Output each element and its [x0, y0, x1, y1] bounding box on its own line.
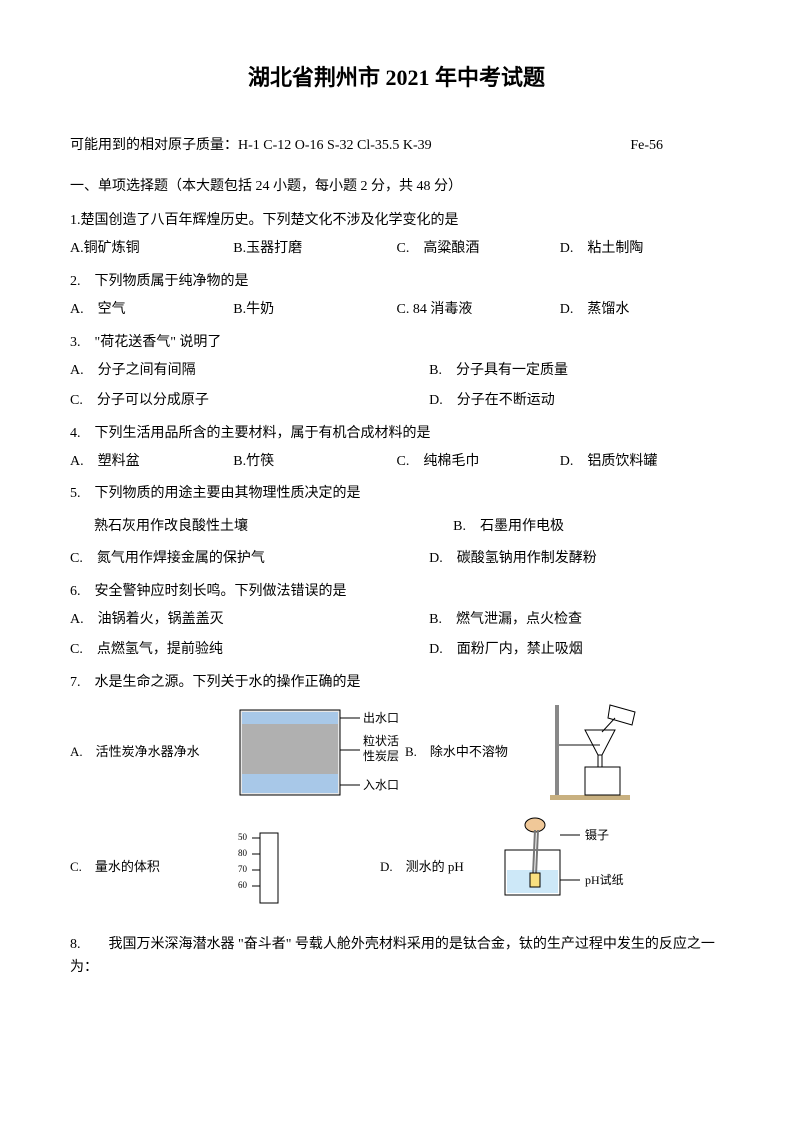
- q1-opt-c: C. 高粱酿酒: [397, 238, 560, 260]
- q4-opt-b: B.竹筷: [233, 451, 396, 473]
- q5-text: 5. 下列物质的用途主要由其物理性质决定的是: [70, 483, 723, 505]
- q5-opt-d: D. 碳酸氢钠用作制发酵粉: [429, 548, 723, 570]
- label-carbon1: 粒状活: [363, 733, 399, 748]
- q1-options: A.铜矿炼铜 B.玉器打磨 C. 高粱酿酒 D. 粘土制陶: [70, 238, 723, 260]
- q3-options-row1: A. 分子之间有间隔 B. 分子具有一定质量: [70, 360, 723, 382]
- q4-opt-c: C. 纯棉毛巾: [397, 451, 560, 473]
- q4-opt-a: A. 塑料盆: [70, 451, 233, 473]
- q8-text: 8. 我国万米深海潜水器 "奋斗者" 号载人舱外壳材料采用的是钛合金，钛的生产过…: [70, 934, 723, 979]
- q7-opt-b: B. 除水中不溶物: [405, 742, 540, 763]
- q6-opt-c: C. 点燃氢气，提前验纯: [70, 639, 429, 661]
- q6-text: 6. 安全警钟应时刻长鸣。下列做法错误的是: [70, 581, 723, 603]
- label-outlet: 出水口: [363, 711, 399, 725]
- q7-text: 7. 水是生命之源。下列关于水的操作正确的是: [70, 672, 723, 694]
- q7-opt-c: C. 量水的体积: [70, 857, 230, 878]
- label-carbon2: 性炭层: [363, 749, 399, 763]
- q7-opt-a: A. 活性炭净水器净水: [70, 742, 230, 763]
- atomic-mass-right: Fe-56: [630, 135, 663, 157]
- q2-options: A. 空气 B.牛奶 C. 84 消毒液 D. 蒸馏水: [70, 299, 723, 321]
- q1-opt-a: A.铜矿炼铜: [70, 238, 233, 260]
- q6-options-row2: C. 点燃氢气，提前验纯 D. 面粉厂内，禁止吸烟: [70, 639, 723, 661]
- q6-opt-b: B. 燃气泄漏，点火检查: [429, 609, 723, 631]
- q5-options-row1: 熟石灰用作改良酸性土壤 B. 石墨用作电极: [70, 516, 723, 538]
- q4-opt-d: D. 铝质饮料罐: [560, 451, 723, 473]
- q5-opt-a: 熟石灰用作改良酸性土壤: [70, 516, 453, 538]
- page-title: 湖北省荆州市 2021 年中考试题: [70, 60, 723, 95]
- svg-text:60: 60: [238, 880, 248, 890]
- q2-opt-d: D. 蒸馏水: [560, 299, 723, 321]
- section-1-heading: 一、单项选择题（本大题包括 24 小题，每小题 2 分，共 48 分）: [70, 176, 723, 198]
- label-inlet: 入水口: [363, 778, 399, 792]
- filtration-icon: [540, 700, 660, 805]
- atomic-mass-left: 可能用到的相对原子质量：H-1 C-12 O-16 S-32 Cl-35.5 K…: [70, 138, 432, 153]
- q3-opt-d: D. 分子在不断运动: [429, 390, 723, 412]
- q6-options-row1: A. 油锅着火，锅盖盖灭 B. 燃气泄漏，点火检查: [70, 609, 723, 631]
- label-ph-paper: pH试纸: [585, 872, 624, 887]
- q7-row-cd: C. 量水的体积 50 80 70 60 D. 测水的 pH: [70, 815, 723, 920]
- q3-text: 3. "荷花送香气" 说明了: [70, 332, 723, 354]
- q2-opt-b: B.牛奶: [233, 299, 396, 321]
- q1-text: 1.楚国创造了八百年辉煌历史。下列楚文化不涉及化学变化的是: [70, 210, 723, 232]
- q7-figure-d: 镊子 pH试纸: [490, 815, 665, 920]
- q3-opt-b: B. 分子具有一定质量: [429, 360, 723, 382]
- q3-opt-c: C. 分子可以分成原子: [70, 390, 429, 412]
- svg-text:50: 50: [238, 832, 248, 842]
- q1-opt-d: D. 粘土制陶: [560, 238, 723, 260]
- q2-opt-a: A. 空气: [70, 299, 233, 321]
- q5-opt-c: C. 氮气用作焊接金属的保护气: [70, 548, 429, 570]
- q3-opt-a: A. 分子之间有间隔: [70, 360, 429, 382]
- atomic-mass-line: 可能用到的相对原子质量：H-1 C-12 O-16 S-32 Cl-35.5 K…: [70, 135, 723, 157]
- q6-opt-d: D. 面粉厂内，禁止吸烟: [429, 639, 723, 661]
- q4-text: 4. 下列生活用品所含的主要材料，属于有机合成材料的是: [70, 423, 723, 445]
- q3-options-row2: C. 分子可以分成原子 D. 分子在不断运动: [70, 390, 723, 412]
- q6-opt-a: A. 油锅着火，锅盖盖灭: [70, 609, 429, 631]
- water-purifier-icon: 出水口 粒状活 性炭层 入水口: [230, 700, 405, 805]
- ph-test-icon: 镊子 pH试纸: [490, 815, 650, 905]
- q7-figure-c: 50 80 70 60: [230, 828, 380, 908]
- label-tweezers: 镊子: [585, 828, 609, 842]
- q2-text: 2. 下列物质属于纯净物的是: [70, 271, 723, 293]
- svg-text:70: 70: [238, 864, 248, 874]
- q1-opt-b: B.玉器打磨: [233, 238, 396, 260]
- q7-opt-d: D. 测水的 pH: [380, 857, 490, 878]
- q5-opt-b: B. 石墨用作电极: [453, 516, 723, 538]
- svg-text:80: 80: [238, 848, 248, 858]
- q2-opt-c: C. 84 消毒液: [397, 299, 560, 321]
- q5-options-row2: C. 氮气用作焊接金属的保护气 D. 碳酸氢钠用作制发酵粉: [70, 548, 723, 570]
- q7-figure-b: [540, 700, 715, 805]
- q4-options: A. 塑料盆 B.竹筷 C. 纯棉毛巾 D. 铝质饮料罐: [70, 451, 723, 473]
- measuring-cylinder-icon: 50 80 70 60: [230, 828, 310, 908]
- q7-figure-a: 出水口 粒状活 性炭层 入水口: [230, 700, 405, 805]
- q7-row-ab: A. 活性炭净水器净水 出水口 粒状活 性炭层 入水口 B. 除水中不溶物: [70, 700, 723, 805]
